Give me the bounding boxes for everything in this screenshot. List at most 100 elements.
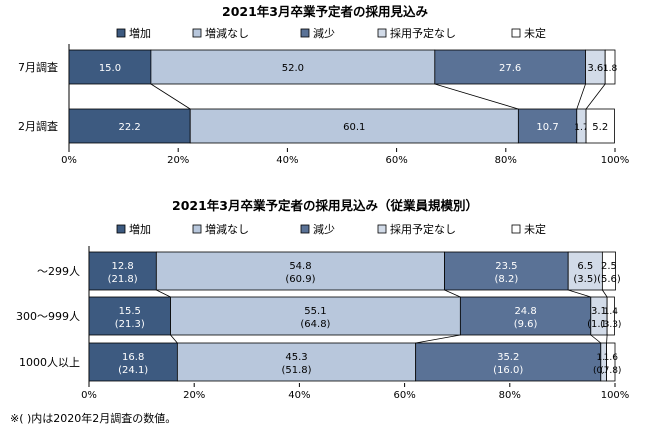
bar-segment [604,49,616,85]
bar-segment [176,342,417,382]
legend-label: 減少 [313,26,335,40]
bar-segment [601,251,616,291]
data-label: 1.1 [597,353,611,363]
data-label: 55.1 [304,306,326,317]
data-label: 54.8 [289,261,311,272]
chart-title: 2021年3月卒業予定者の採用見込み（従業員規模別） [172,198,478,213]
series-connector-line [444,289,461,298]
legend-label: 増加 [129,223,151,236]
legend-swatch [116,224,126,234]
bar-segment [189,108,519,144]
legend-label: 採用予定なし [390,26,456,40]
legend-swatch [192,28,202,38]
series-connector-line [568,289,591,298]
data-label: 1.7 [574,123,588,133]
data-label: 3.6 [587,63,603,74]
bar-segment [517,108,578,144]
data-label: 3.1 [591,306,607,317]
data-label: 10.7 [536,122,558,133]
data-label-previous: (21.8) [108,274,138,285]
category-label: 2月調査 [18,119,58,133]
data-label: 2.5 [601,261,617,272]
bar-segment [68,108,191,144]
data-label: 5.2 [592,122,608,133]
bar-segment [585,108,615,144]
series-connector-line [170,334,178,344]
x-tick-label: 40% [276,155,298,166]
bar-segment [415,342,602,382]
data-label-previous: (7.8) [600,366,621,376]
bar-segment [155,251,445,291]
data-label-previous: (0.3) [593,366,614,376]
data-label: 24.8 [514,306,536,317]
legend-label: 未定 [524,222,546,236]
series-connector-line [576,83,586,110]
data-label-previous: (5.6) [597,274,621,285]
data-label: 52.0 [282,63,304,74]
bar-segment [68,49,152,85]
legend-label: 未定 [524,26,546,40]
x-tick-label: 80% [495,155,517,166]
legend-label: 採用予定なし [390,222,456,236]
data-label: 15.0 [99,63,121,74]
bar-segment [88,251,157,291]
x-tick-label: 0% [61,155,77,166]
data-label-previous: (16.0) [493,365,523,376]
x-tick-label: 100% [601,155,630,166]
x-tick-label: 80% [499,390,521,401]
legend-swatch [300,224,310,234]
category-label: 1000人以上 [19,356,80,369]
data-label-previous: (64.8) [300,319,330,330]
series-connector-line [602,289,608,298]
legend-label: 減少 [313,222,335,236]
category-label: 7月調査 [18,60,58,74]
x-tick-label: 100% [601,390,630,401]
x-tick-label: 20% [167,155,189,166]
x-tick-label: 40% [288,390,310,401]
data-label: 15.5 [119,306,141,317]
legend-swatch [377,28,387,38]
series-connector-line [150,83,191,110]
data-label: 1.4 [604,307,619,317]
bar-segment [170,296,461,336]
bar-segment [88,342,178,382]
bar-segment [606,296,615,336]
data-label-previous: (51.8) [281,365,311,376]
x-tick-label: 20% [183,390,205,401]
legend-swatch [300,28,310,38]
data-label-previous: (3.3) [600,320,621,330]
data-label-previous: (60.9) [285,274,315,285]
category-label: 300～999人 [16,310,80,323]
data-label-previous: (3.5) [573,274,597,285]
bar-segment [606,342,616,382]
series-connector-line [590,334,602,344]
data-label: 23.5 [495,261,517,272]
x-tick-label: 60% [393,390,415,401]
data-label: 1.6 [604,353,619,363]
category-label: ～299人 [37,265,80,278]
data-label: 27.6 [499,63,521,74]
footnote: ※( )内は2020年2月調査の数値。 [10,412,177,425]
series-connector-line [585,83,606,110]
legend-label: 増減なし [205,26,249,40]
legend-swatch [511,28,521,38]
data-label: 45.3 [285,352,307,363]
data-label: 60.1 [343,122,365,133]
legend-label: 増加 [129,27,151,40]
bar-segment [88,296,171,336]
data-label-previous: (21.3) [115,319,145,330]
data-label: 16.8 [122,352,144,363]
series-connector-line [415,334,461,344]
legend-swatch [511,224,521,234]
data-label: 35.2 [497,352,519,363]
data-label-previous: (1.1) [587,319,611,330]
x-tick-label: 60% [385,155,407,166]
bar-segment [567,251,603,291]
data-label: 12.8 [112,261,134,272]
data-label: 6.5 [577,261,593,272]
series-connector-line [434,83,519,110]
x-tick-label: 0% [81,390,97,401]
legend-swatch [116,28,126,38]
data-label: 1.8 [603,64,618,74]
